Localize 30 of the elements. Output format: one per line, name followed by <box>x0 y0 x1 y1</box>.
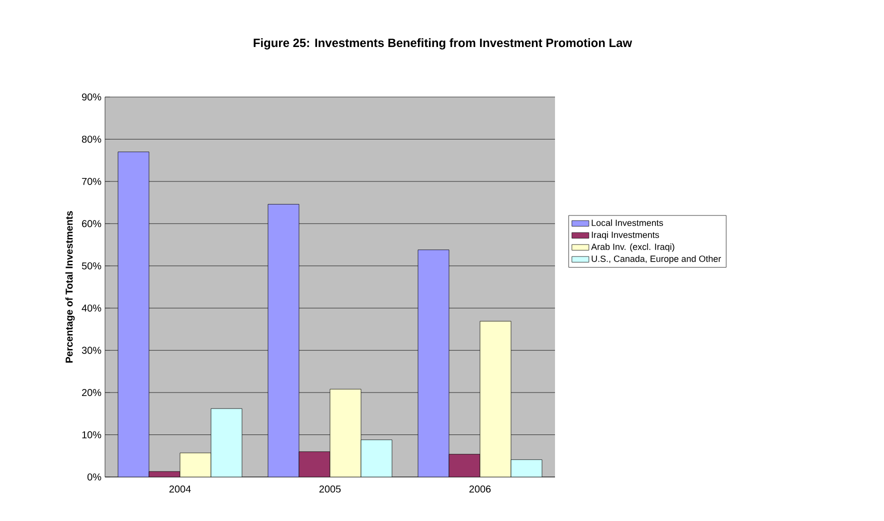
bar <box>118 152 150 477</box>
bar <box>418 250 450 477</box>
y-tick-label: 0% <box>87 473 102 481</box>
y-tick-label: 70% <box>82 178 102 185</box>
bar <box>180 452 212 477</box>
bar <box>330 388 362 477</box>
y-axis-title: Percentage of Total Investments <box>65 211 75 363</box>
y-tick-label: 20% <box>82 389 102 396</box>
y-tick-label: 40% <box>82 304 102 312</box>
y-tick-label: 80% <box>82 136 102 143</box>
legend-label: Local Investments <box>592 219 664 226</box>
chart-title: Figure 25: Investments Benefiting from Investment Promotion Law <box>254 38 632 50</box>
y-tick-label: 10% <box>82 431 102 438</box>
y-tick-label: 30% <box>82 346 102 354</box>
legend-label: Arab Inv. (excl. Iraqi) <box>591 243 674 252</box>
bar <box>448 454 480 477</box>
legend-label: Iraqi Investments <box>592 231 660 240</box>
bar <box>298 451 330 477</box>
bar <box>510 459 542 477</box>
y-tick-label: 50% <box>82 262 102 270</box>
bar <box>480 320 512 477</box>
x-tick-label: 2005 <box>319 486 341 493</box>
x-tick-label: 2006 <box>469 486 491 493</box>
bar <box>360 440 392 477</box>
bar <box>210 408 242 477</box>
x-tick-label: 2004 <box>169 486 191 493</box>
legend-label: U.S., Canada, Europe and Other <box>592 255 722 264</box>
y-tick-label: 90% <box>82 93 102 101</box>
bar <box>268 204 300 477</box>
y-tick-label: 60% <box>82 220 102 228</box>
